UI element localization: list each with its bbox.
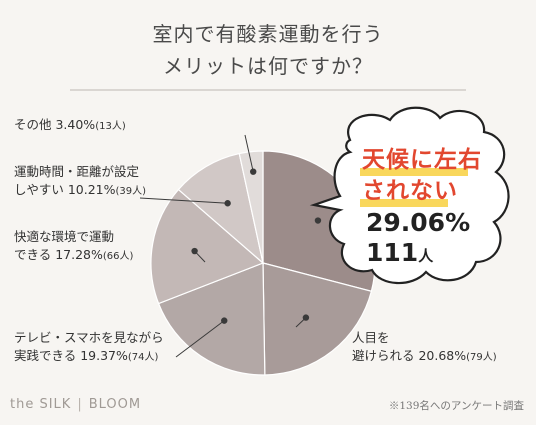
highlight-count-number: 111: [366, 238, 419, 267]
survey-note: ※139名へのアンケート調査: [388, 400, 524, 412]
highlight-count-unit: 人: [418, 247, 434, 265]
pie-slice-other: [238, 150, 264, 264]
label-tv-count: (74人): [127, 352, 159, 363]
pie-slices: [150, 150, 376, 376]
label-tv-text: 実践できる 19.37%: [14, 348, 128, 363]
highlight-marker-1: [360, 168, 468, 176]
highlight-marker-2: [360, 199, 448, 207]
leader-line-distance: [139, 197, 228, 204]
leader-line-tv: [175, 320, 225, 358]
label-avoid-line-1: 人目を: [352, 330, 390, 345]
label-avoid-line-2: 避けられる 20.68%(79人): [352, 347, 497, 366]
speech-bubble: [309, 106, 510, 285]
pie-slice-distance: [177, 152, 264, 265]
leader-dot-weather: [314, 217, 322, 224]
highlight-label-line-1: 天候に左右: [362, 147, 482, 173]
label-distance-line-2: しやすい 10.21%(39人): [14, 181, 146, 200]
label-other-count: (13人): [95, 121, 126, 132]
label-other: その他 3.40%(13人): [14, 116, 126, 135]
label-comfort-line-1: 快適な環境で運動: [14, 229, 115, 244]
label-distance-count: (39人): [115, 186, 147, 197]
label-avoid-text: 避けられる 20.68%: [352, 348, 467, 363]
pie-slice-tv: [157, 262, 266, 376]
label-distance-line-1: 運動時間・距離が設定: [14, 164, 140, 179]
highlight-count: 111人: [366, 238, 433, 271]
brand-right: BLOOM: [88, 397, 142, 412]
highlight-percent: 29.06%: [366, 208, 471, 237]
pie-slice-comfort: [150, 188, 265, 305]
leader-line-other: [244, 134, 254, 172]
brand-left: the SILK: [10, 397, 72, 412]
leader-line-comfort: [194, 250, 206, 263]
label-other-text: その他 3.40%: [14, 117, 96, 132]
label-tv-line-2: 実践できる 19.37%(74人): [14, 347, 158, 366]
title-line-1: 室内で有酸素運動を行う: [152, 22, 384, 46]
leader-lines: [139, 134, 322, 358]
highlight-label-line-2: されない: [362, 178, 458, 204]
label-comfort-text: できる 17.28%: [14, 247, 103, 262]
label-avoid-count: (79人): [466, 352, 497, 363]
label-comfort-line-2: できる 17.28%(66人): [14, 246, 133, 265]
label-comfort-count: (66人): [102, 251, 134, 262]
title-line-2: メリットは何ですか？: [163, 54, 373, 78]
label-tv-line-1: テレビ・スマホを見ながら: [14, 330, 164, 345]
brand-logo: the SILK | BLOOM: [10, 397, 141, 412]
label-distance-text: しやすい 10.21%: [14, 182, 116, 197]
pie-slice-avoid: [262, 262, 373, 376]
leader-line-avoid: [295, 317, 307, 328]
brand-separator: |: [77, 397, 83, 412]
